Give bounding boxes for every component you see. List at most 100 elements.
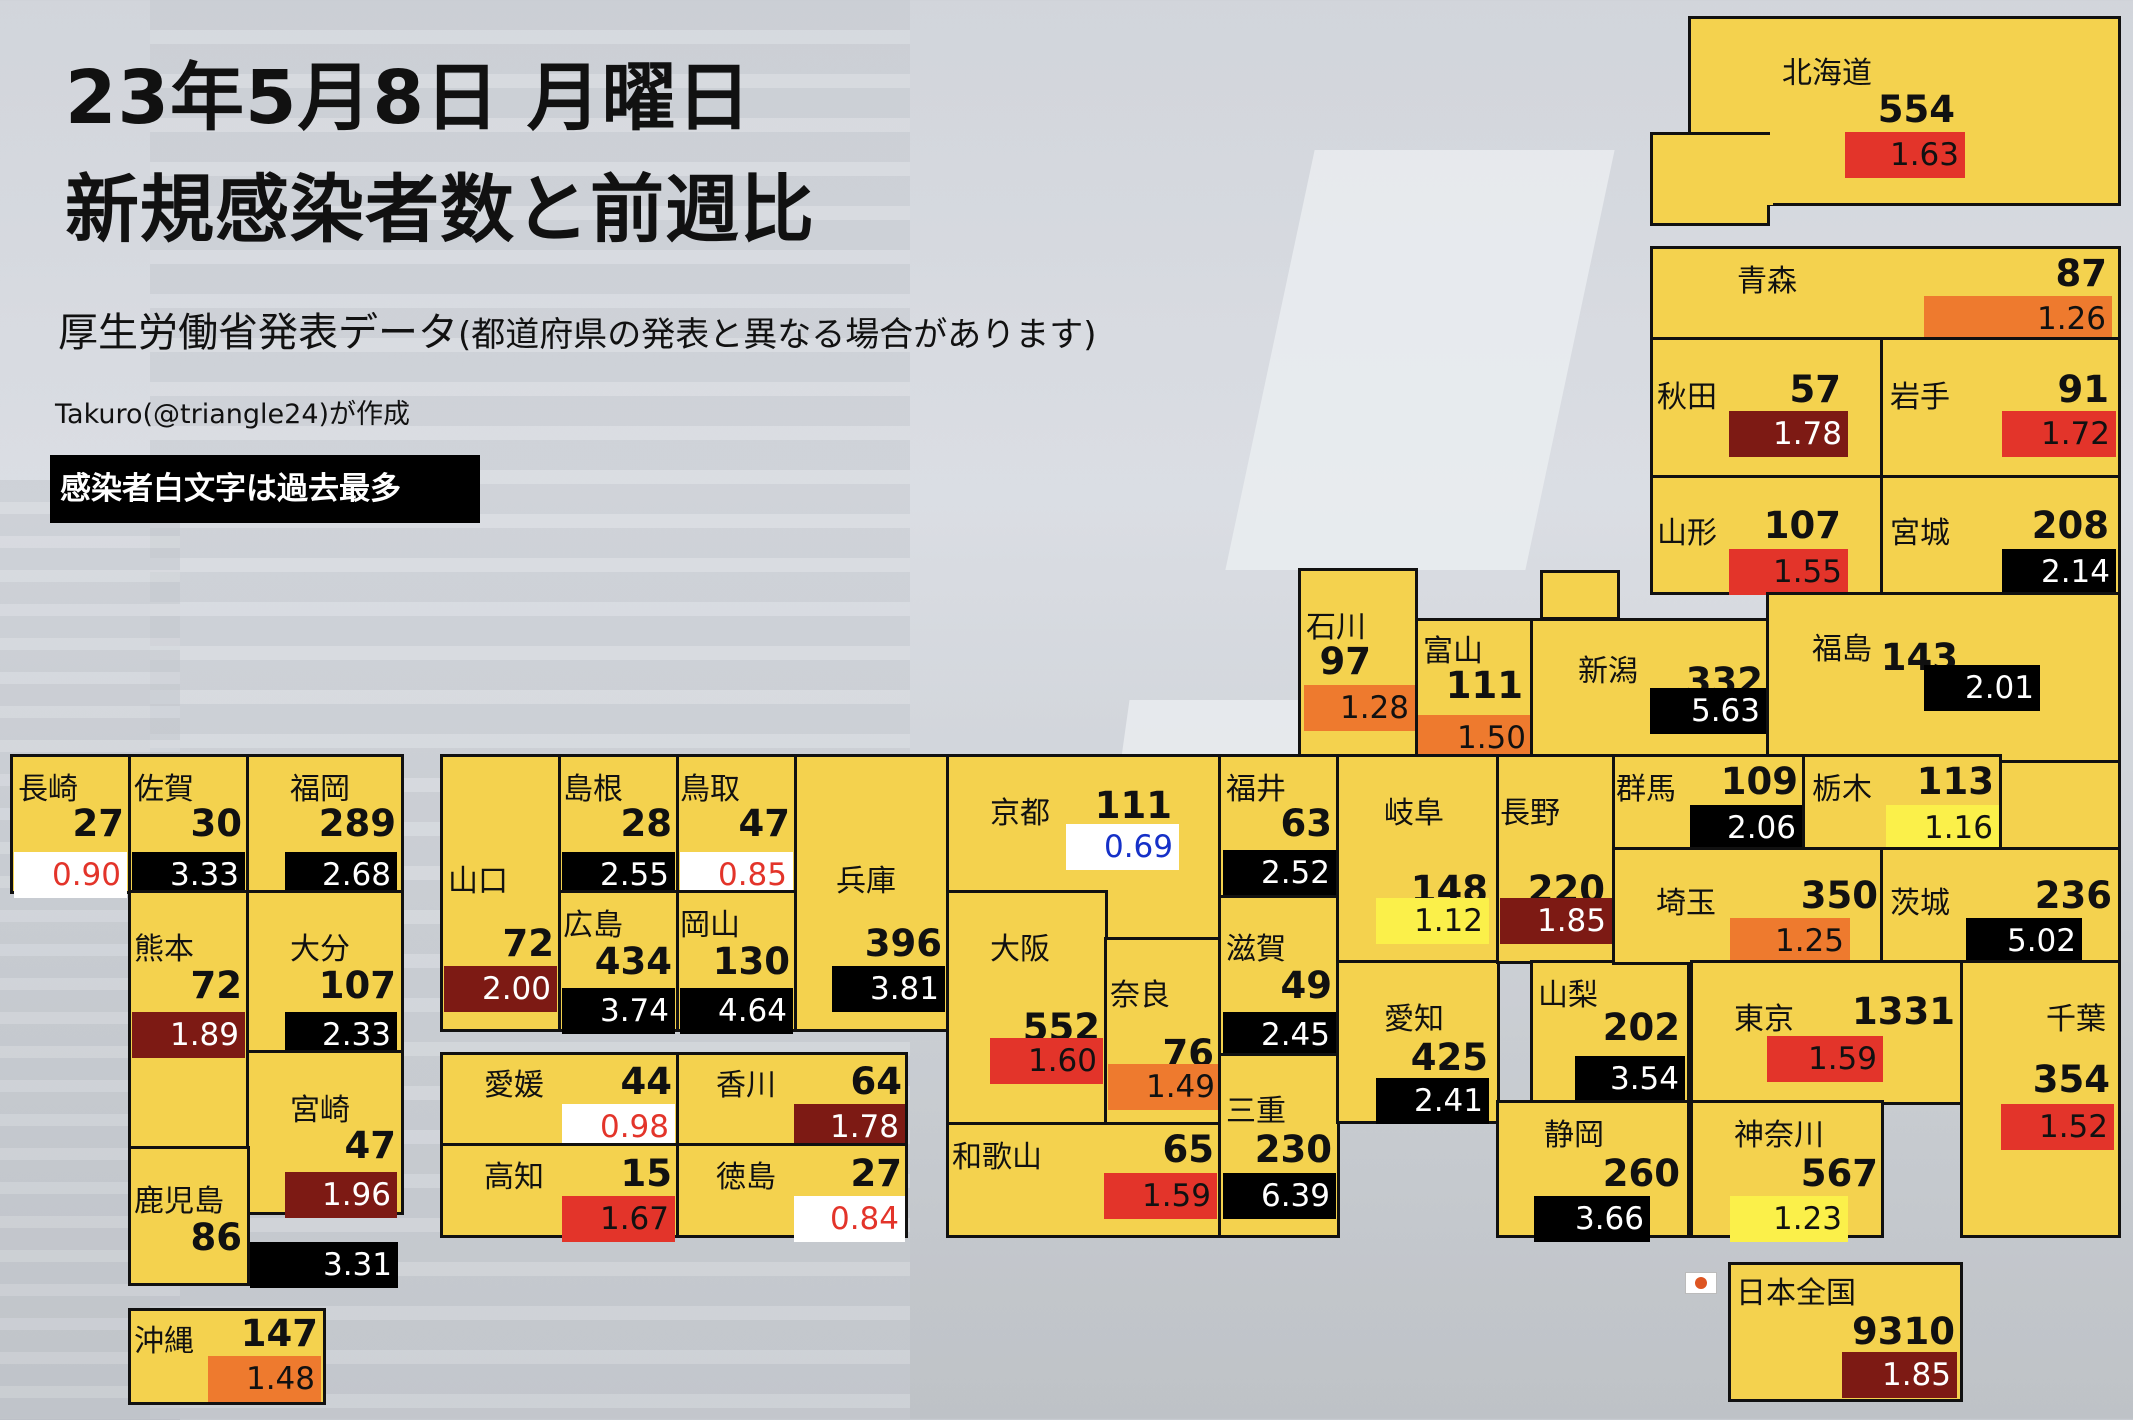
kyoto-name: 京都: [990, 796, 1050, 831]
ehime-name: 愛媛: [484, 1068, 544, 1103]
map-filler-block: [1540, 570, 1620, 620]
kyoto-cases: 111: [1094, 784, 1172, 827]
aichi-cases: 425: [1410, 1036, 1488, 1079]
japan-flag-icon: [1685, 1272, 1717, 1294]
kumamoto-ratio: 1.89: [132, 1012, 245, 1058]
national-cases: 9310: [1852, 1310, 1955, 1353]
hiroshima-name: 広島: [563, 908, 623, 943]
kagoshima-ratio: 3.31: [250, 1242, 398, 1288]
ibaraki-name: 茨城: [1890, 886, 1950, 921]
yamanashi-ratio: 3.54: [1575, 1056, 1685, 1102]
gunma-name: 群馬: [1616, 772, 1676, 807]
okayama-name: 岡山: [680, 908, 740, 943]
chiba-ratio: 1.52: [2001, 1104, 2114, 1150]
aomori-ratio: 1.26: [1924, 296, 2112, 342]
saitama-ratio: 1.25: [1730, 918, 1850, 964]
miyazaki-ratio: 1.96: [285, 1172, 397, 1218]
yamanashi-name: 山梨: [1538, 978, 1598, 1013]
legend-note: 感染者白文字は過去最多: [50, 455, 480, 523]
niigata-ratio: 5.63: [1650, 688, 1766, 734]
nagasaki-ratio: 0.90: [14, 852, 127, 898]
kagawa-ratio: 1.78: [794, 1104, 905, 1150]
kagoshima-name: 鹿児島: [134, 1184, 224, 1219]
hokkaido-join: [1653, 135, 1773, 205]
miyazaki-name: 宮崎: [290, 1093, 350, 1128]
akita-name: 秋田: [1657, 380, 1717, 415]
kagoshima-cases: 86: [190, 1216, 243, 1259]
osaka-name: 大阪: [990, 932, 1050, 967]
kochi-ratio: 1.67: [562, 1196, 675, 1242]
shizuoka-ratio: 3.66: [1534, 1196, 1650, 1242]
miyagi-ratio: 2.14: [2002, 549, 2116, 595]
mie-ratio: 6.39: [1223, 1173, 1336, 1219]
fukushima-name: 福島: [1812, 632, 1872, 667]
oita-name: 大分: [290, 932, 350, 967]
kanagawa-name: 神奈川: [1734, 1118, 1824, 1153]
mie-cases: 230: [1254, 1128, 1332, 1171]
shizuoka-cases: 260: [1602, 1152, 1680, 1195]
ishikawa-cases: 97: [1319, 640, 1372, 683]
shizuoka-name: 静岡: [1544, 1118, 1604, 1153]
kanagawa-cases: 567: [1800, 1152, 1878, 1195]
wakayama-cases: 65: [1162, 1128, 1215, 1171]
source-note: (都道府県の発表と異なる場合があります): [458, 315, 1097, 355]
fukuoka-name: 福岡: [290, 772, 350, 807]
tokushima-name: 徳島: [716, 1160, 776, 1195]
nagano-ratio: 1.85: [1500, 898, 1612, 944]
aomori-cases: 87: [2055, 252, 2108, 295]
niigata-name: 新潟: [1578, 654, 1638, 689]
tottori-name: 鳥取: [680, 772, 740, 807]
yamaguchi-cases: 72: [502, 922, 555, 965]
kanagawa-ratio: 1.23: [1730, 1196, 1848, 1242]
yamaguchi-ratio: 2.00: [444, 966, 557, 1012]
chiba-cases: 354: [2032, 1058, 2110, 1101]
kumamoto-cases: 72: [190, 964, 243, 1007]
hokkaido-ratio: 1.63: [1845, 132, 1965, 178]
toyama-cases: 111: [1445, 664, 1523, 707]
tokyo-cases: 1331: [1852, 990, 1955, 1033]
ehime-cases: 44: [620, 1060, 673, 1103]
yamanashi-cases: 202: [1602, 1006, 1680, 1049]
mie-name: 三重: [1226, 1094, 1286, 1129]
iwate-name: 岩手: [1890, 380, 1950, 415]
akita-ratio: 1.78: [1729, 411, 1848, 457]
source-line: 厚生労働省発表データ(都道府県の発表と異なる場合があります): [58, 300, 1097, 358]
prefecture-kagoshima: [128, 1146, 250, 1286]
ibaraki-cases: 236: [2034, 874, 2112, 917]
yamagata-cases: 107: [1763, 504, 1841, 547]
chiba-name: 千葉: [2046, 1002, 2106, 1037]
source-main: 厚生労働省発表データ: [58, 310, 458, 356]
gifu-ratio: 1.12: [1376, 898, 1489, 944]
shimane-name: 島根: [563, 772, 623, 807]
saga-name: 佐賀: [134, 772, 194, 807]
hokkaido-cases: 554: [1877, 88, 1955, 131]
national-name: 日本全国: [1736, 1276, 1856, 1311]
tochigi-ratio: 1.16: [1886, 805, 1999, 851]
prefecture-chiba: [1960, 960, 2121, 1238]
kumamoto-name: 熊本: [134, 932, 194, 967]
saitama-name: 埼玉: [1656, 886, 1716, 921]
ishikawa-ratio: 1.28: [1304, 685, 1415, 731]
fukui-cases: 63: [1280, 802, 1333, 845]
fukuoka-cases: 289: [318, 802, 396, 845]
osaka-ratio: 1.60: [990, 1038, 1103, 1084]
date-heading: 23年5月8日 月曜日: [65, 55, 752, 141]
yamaguchi-name: 山口: [448, 864, 508, 899]
hiroshima-cases: 434: [594, 940, 672, 983]
okayama-cases: 130: [712, 940, 790, 983]
toyama-ratio: 1.50: [1418, 715, 1532, 761]
ehime-ratio: 0.98: [562, 1104, 675, 1150]
kyoto-ratio: 0.69: [1066, 824, 1179, 870]
tokyo-ratio: 1.59: [1767, 1036, 1883, 1082]
hiroshima-ratio: 3.74: [562, 988, 675, 1034]
shiga-name: 滋賀: [1226, 932, 1286, 967]
nara-name: 奈良: [1110, 978, 1170, 1013]
yamagata-ratio: 1.55: [1729, 549, 1848, 595]
saga-cases: 30: [190, 802, 243, 845]
miyagi-cases: 208: [2031, 504, 2109, 547]
fukui-ratio: 2.52: [1223, 850, 1336, 896]
nagasaki-name: 長崎: [18, 772, 78, 807]
shimane-cases: 28: [620, 802, 673, 845]
kochi-cases: 15: [620, 1152, 673, 1195]
miyazaki-cases: 47: [344, 1124, 397, 1167]
